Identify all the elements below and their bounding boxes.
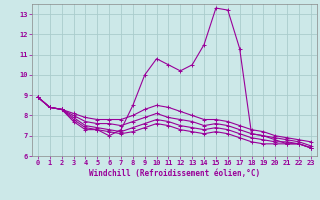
X-axis label: Windchill (Refroidissement éolien,°C): Windchill (Refroidissement éolien,°C) [89, 169, 260, 178]
